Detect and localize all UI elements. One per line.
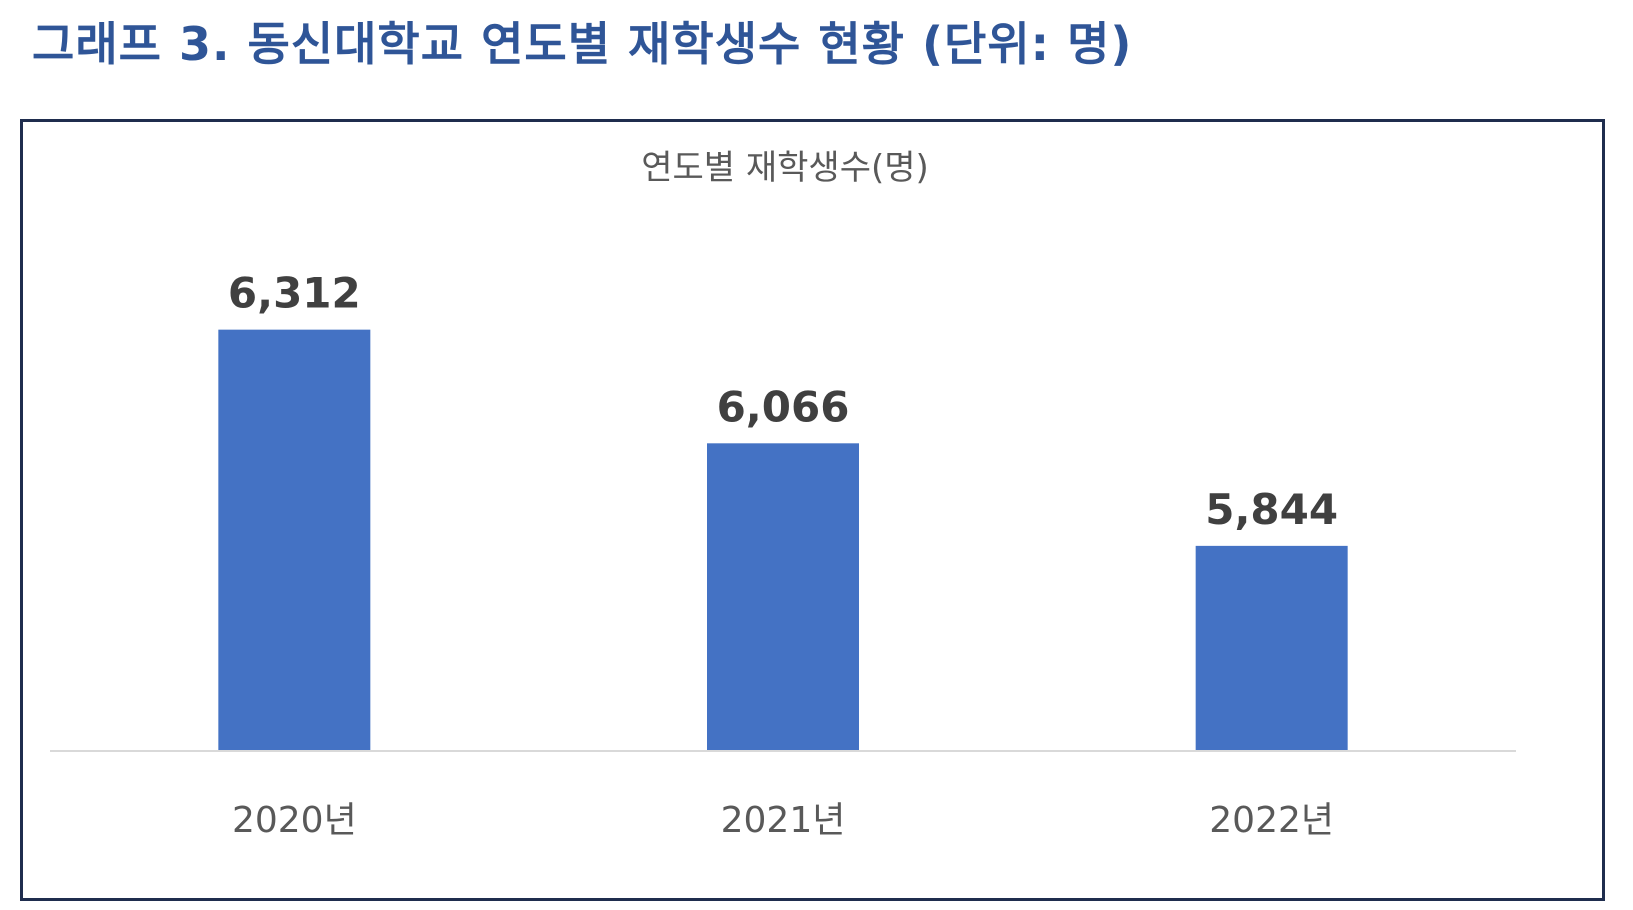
x-tick-label-0: 2020년: [232, 800, 357, 841]
x-tick-label-2: 2022년: [1209, 800, 1334, 841]
bar-2: [1195, 545, 1348, 751]
chart-title: 연도별 재학생수(명): [641, 148, 929, 188]
bar-1: [707, 443, 859, 751]
data-label-0: 6,312: [228, 269, 361, 318]
chart-frame: 연도별 재학생수(명) 6,312 6,066 5,844 2020년 2021년 20…: [20, 119, 1605, 901]
page-heading: 그래프 3. 동신대학교 연도별 재학생수 현황 (단위: 명): [32, 17, 1133, 71]
x-tick-label-1: 2021년: [721, 800, 846, 841]
labels-layer: 6,312 6,066 5,844: [228, 269, 1338, 534]
ticks-layer: 2020년 2021년 2022년: [232, 800, 1334, 841]
bars-layer: [218, 329, 1348, 751]
bar-0: [218, 329, 371, 751]
data-label-2: 5,844: [1205, 485, 1338, 534]
data-label-1: 6,066: [717, 382, 850, 431]
